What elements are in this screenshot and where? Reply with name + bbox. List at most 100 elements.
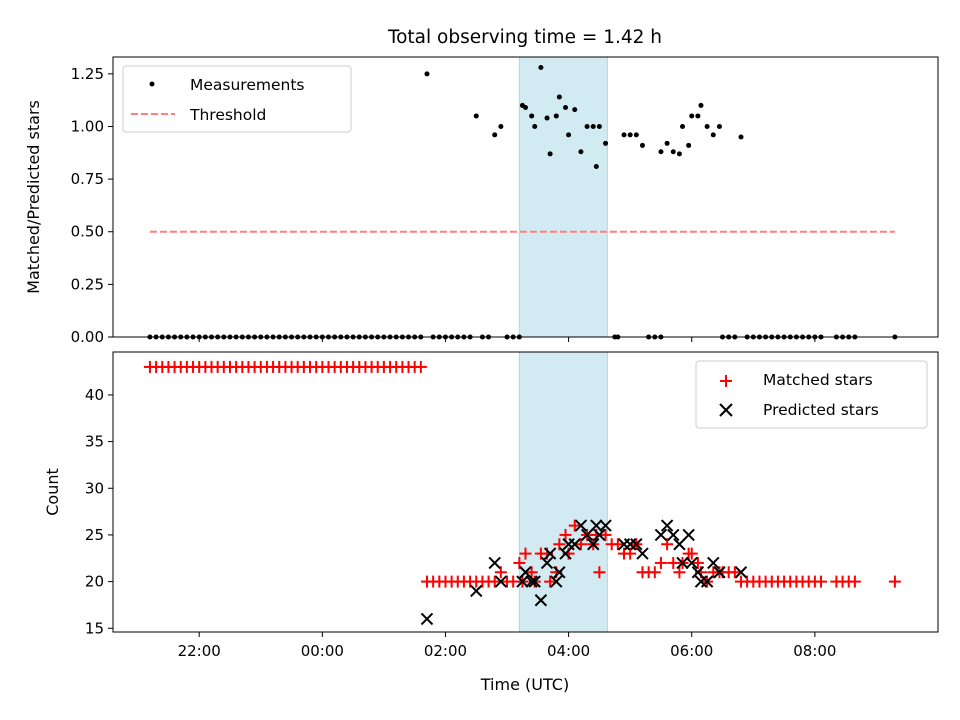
top-legend: Measurements Threshold bbox=[122, 65, 352, 133]
predicted-star-point bbox=[590, 519, 603, 532]
bottom-x-tick-label: 22:00 bbox=[178, 642, 221, 660]
measurement-point bbox=[563, 105, 569, 111]
predicted-star-point bbox=[691, 566, 705, 579]
top-legend-box bbox=[122, 65, 352, 133]
legend-predicted-marker bbox=[719, 403, 733, 417]
measurement-point bbox=[556, 94, 562, 100]
measurement-point bbox=[544, 115, 550, 121]
matched-star-point bbox=[544, 575, 557, 588]
bottom-y-tick-label: 40 bbox=[85, 386, 104, 404]
legend-measurements-marker bbox=[149, 81, 155, 87]
bottom-y-tick-label: 15 bbox=[85, 619, 104, 637]
predicted-star-point bbox=[550, 575, 563, 588]
top-panel: 0.00 0.25 0.50 0.75 1.00 1.25 Matched/Predict… bbox=[24, 56, 939, 346]
predicted-star-point bbox=[488, 556, 501, 570]
top-y-ticks: 0.00 0.25 0.50 0.75 1.00 1.25 bbox=[71, 65, 113, 346]
matched-star-point bbox=[611, 538, 624, 551]
legend-matched-label: Matched stars bbox=[763, 371, 873, 389]
predicted-star-point bbox=[525, 575, 538, 588]
bottom-panel: 15 20 25 30 35 40 22:00 00:00 02:00 04:00 06:00 08… bbox=[43, 351, 939, 694]
matched-star-point bbox=[624, 547, 637, 560]
bottom-x-ticks: 22:00 00:00 02:00 04:00 06:00 08:00 bbox=[178, 632, 836, 660]
matched-star-point bbox=[673, 566, 686, 579]
matched-star-point bbox=[559, 528, 572, 541]
predicted-star-point bbox=[519, 566, 532, 579]
top-y-axis-label: Matched/Predicted stars bbox=[24, 100, 43, 294]
measurement-point bbox=[584, 123, 590, 129]
predicted-star-point bbox=[559, 547, 572, 560]
predicted-star-point bbox=[660, 519, 674, 532]
top-y-tick-label: 1.00 bbox=[71, 117, 104, 135]
bottom-x-tick-label: 04:00 bbox=[547, 642, 590, 660]
matched-star-point bbox=[593, 566, 606, 579]
top-axes-frame bbox=[112, 56, 939, 338]
matched-star-point bbox=[568, 519, 581, 532]
predicted-star-point bbox=[685, 556, 698, 570]
top-y-tick-label: 0.50 bbox=[71, 223, 104, 241]
measurement-point bbox=[424, 71, 430, 77]
predicted-star-point bbox=[707, 556, 720, 570]
predicted-star-point bbox=[568, 538, 581, 551]
measurement-point bbox=[538, 65, 544, 71]
measurement-point bbox=[566, 132, 572, 138]
bottom-legend: Matched stars Predicted stars bbox=[695, 360, 928, 429]
predicted-star-point bbox=[528, 575, 541, 588]
matched-star-point bbox=[553, 538, 566, 551]
predicted-star-point bbox=[516, 575, 529, 588]
bottom-y-ticks: 15 20 25 30 35 40 bbox=[85, 386, 113, 637]
matched-star-point bbox=[599, 528, 612, 541]
measurement-point bbox=[553, 113, 559, 119]
bottom-y-tick-label: 35 bbox=[85, 433, 104, 451]
measurement-point bbox=[676, 151, 682, 157]
measurement-point bbox=[698, 102, 704, 108]
bottom-axes-frame bbox=[112, 351, 939, 633]
measurement-point bbox=[639, 142, 645, 148]
matched-star-point bbox=[848, 575, 861, 588]
top-y-tick-label: 0.75 bbox=[71, 170, 104, 188]
measurement-point bbox=[590, 123, 596, 129]
predicted-star-point bbox=[534, 594, 548, 607]
bottom-x-tick-label: 02:00 bbox=[424, 642, 467, 660]
predicted-star-point bbox=[654, 528, 668, 542]
bottom-y-axis-label: Count bbox=[43, 468, 62, 516]
legend-matched-marker bbox=[720, 375, 732, 387]
matched-star-point bbox=[519, 547, 532, 560]
predicted-star-point bbox=[540, 556, 554, 570]
measurement-point bbox=[498, 123, 504, 129]
bottom-x-tick-label: 08:00 bbox=[793, 642, 836, 660]
measurement-point bbox=[596, 123, 602, 129]
measurement-point bbox=[716, 123, 722, 129]
bottom-y-tick-label: 20 bbox=[85, 573, 104, 591]
predicted-star-point bbox=[630, 538, 643, 551]
chart-title: Total observing time = 1.42 h bbox=[387, 27, 662, 48]
matched-star-point bbox=[574, 538, 587, 551]
measurement-point bbox=[738, 134, 744, 140]
measurement-point bbox=[492, 132, 498, 138]
predicted-star-point bbox=[636, 547, 649, 560]
legend-threshold-label: Threshold bbox=[189, 106, 266, 124]
predicted-star-point bbox=[470, 584, 483, 598]
measurement-point bbox=[695, 113, 701, 119]
matched-star-point bbox=[691, 556, 704, 569]
predicted-star-point bbox=[553, 566, 566, 579]
predicted-star-point bbox=[494, 575, 508, 588]
predicted-star-point bbox=[599, 519, 612, 532]
bottom-legend-box bbox=[695, 360, 928, 429]
predicted-star-point bbox=[676, 556, 689, 570]
predicted-star-point bbox=[734, 566, 748, 579]
predicted-star-point bbox=[682, 528, 695, 542]
measurement-point bbox=[670, 149, 676, 155]
matched-star-point bbox=[815, 575, 828, 588]
legend-predicted-label: Predicted stars bbox=[763, 401, 879, 419]
bottom-y-tick-label: 25 bbox=[85, 526, 104, 544]
matched-star-point bbox=[494, 566, 507, 579]
measurement-point bbox=[603, 140, 609, 146]
predicted-star-point bbox=[700, 575, 714, 588]
bottom-highlight-band bbox=[518, 351, 608, 633]
matched-star-point bbox=[488, 575, 501, 588]
predicted-star-point bbox=[543, 547, 557, 560]
measurement-point bbox=[627, 132, 633, 138]
matched-star-point bbox=[685, 547, 698, 560]
measurement-point bbox=[621, 132, 627, 138]
matched-star-point bbox=[414, 360, 427, 373]
